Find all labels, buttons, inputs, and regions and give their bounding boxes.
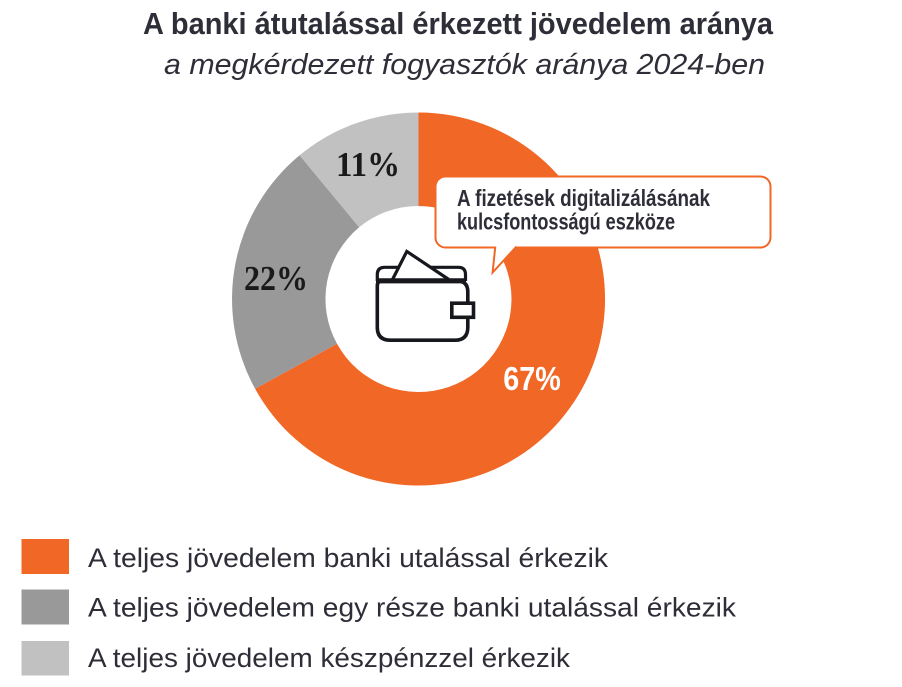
svg-text:67%: 67% <box>503 360 561 397</box>
svg-text:11%: 11% <box>336 145 400 184</box>
svg-text:kulcsfontosságú eszköze: kulcsfontosságú eszköze <box>457 209 675 235</box>
svg-text:A teljes jövedelem készpénzzel: A teljes jövedelem készpénzzel érkezik <box>88 643 571 673</box>
svg-text:22%: 22% <box>244 259 308 298</box>
svg-text:a megkérdezett fogyasztók arán: a megkérdezett fogyasztók aránya 2024-be… <box>164 49 765 81</box>
svg-text:A teljes jövedelem banki utalá: A teljes jövedelem banki utalással érkez… <box>88 543 609 573</box>
svg-text:A teljes jövedelem egy része b: A teljes jövedelem egy része banki utalá… <box>88 593 737 623</box>
svg-text:A banki átutalással érkezett j: A banki átutalással érkezett jövedelem a… <box>143 6 774 41</box>
svg-text:A fizetések digitalizálásának: A fizetések digitalizálásának <box>457 185 710 211</box>
